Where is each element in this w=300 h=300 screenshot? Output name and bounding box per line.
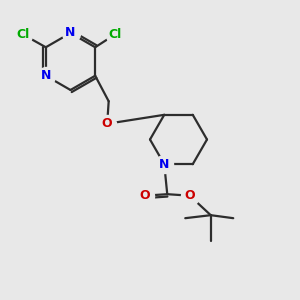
- Text: N: N: [159, 158, 169, 171]
- Text: O: O: [140, 189, 150, 202]
- Text: N: N: [65, 26, 76, 40]
- Text: Cl: Cl: [108, 28, 121, 41]
- Text: O: O: [102, 117, 112, 130]
- Text: Cl: Cl: [17, 28, 30, 41]
- Text: O: O: [184, 189, 195, 202]
- Text: N: N: [40, 69, 51, 82]
